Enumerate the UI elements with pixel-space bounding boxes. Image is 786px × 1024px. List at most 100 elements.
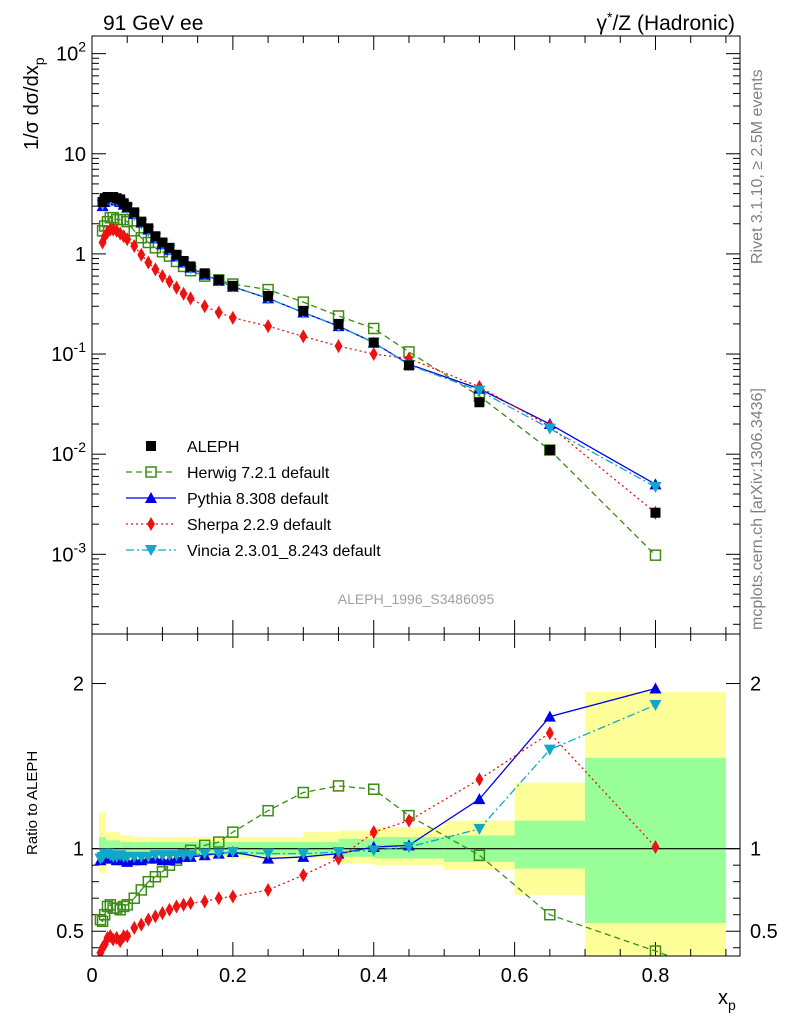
ratio-point bbox=[367, 845, 380, 857]
ratio-ytick-label-left: 0.5 bbox=[56, 921, 84, 943]
ratio-ytick-label-right: 2 bbox=[750, 674, 761, 696]
main-point bbox=[137, 247, 146, 262]
main-point bbox=[122, 201, 133, 212]
main-point bbox=[164, 242, 175, 253]
main-point bbox=[186, 291, 195, 306]
legend-label: Herwig 7.2.1 default bbox=[187, 465, 330, 482]
ratio-panel: 0.5 0.5 1 1 2 2 0 0.2 0.4 0.6 0.8 Ratio to ALEPH x… bbox=[24, 633, 778, 1013]
main-line bbox=[101, 198, 656, 488]
ratio-point bbox=[228, 889, 237, 904]
ratio-point bbox=[299, 868, 308, 883]
ratio-point bbox=[544, 908, 556, 921]
legend-marker bbox=[146, 441, 156, 451]
main-ytick-label: 10 bbox=[64, 144, 86, 166]
ratio-series-layer bbox=[94, 682, 671, 956]
ratio-xtick-label: 0.4 bbox=[360, 965, 388, 987]
main-ytick-label: 1 bbox=[75, 244, 86, 266]
ratio-point bbox=[123, 929, 132, 944]
main-ytick-label: 10-3 bbox=[51, 539, 86, 566]
ratio-ytick-label-left: 2 bbox=[73, 674, 84, 696]
mcplots-label: mcplots.cern.ch [arXiv:1306.3436] bbox=[749, 388, 766, 630]
ratio-point bbox=[214, 891, 223, 906]
main-ytick-label: 10-2 bbox=[51, 439, 86, 466]
ratio-point bbox=[184, 850, 197, 862]
ratio-point bbox=[332, 780, 345, 792]
ratio-point bbox=[264, 882, 273, 897]
ratio-point bbox=[165, 902, 174, 917]
main-markers-pythia-8-308-default bbox=[96, 193, 662, 490]
main-ytick-labels: 10-3 10-2 10-1 1 10 102 bbox=[51, 39, 86, 567]
ratio-point bbox=[402, 842, 415, 854]
ratio-xtick-label: 0 bbox=[86, 965, 97, 987]
main-point bbox=[179, 286, 188, 301]
ratio-point bbox=[334, 851, 343, 866]
ratio-point bbox=[545, 726, 554, 741]
ratio-point bbox=[96, 915, 109, 928]
ratio-point bbox=[227, 826, 239, 838]
main-point bbox=[333, 318, 344, 329]
ratio-point bbox=[172, 899, 181, 914]
main-point bbox=[367, 322, 380, 335]
ratio-point bbox=[158, 906, 167, 921]
main-point bbox=[213, 274, 224, 285]
main-point bbox=[649, 482, 662, 494]
ratio-line bbox=[100, 704, 656, 860]
ratio-tick-labels: 0.5 0.5 1 1 2 2 0 0.2 0.4 0.6 0.8 bbox=[56, 674, 778, 987]
main-point bbox=[473, 385, 486, 397]
ratio-point bbox=[151, 909, 160, 924]
ratio-point bbox=[262, 804, 274, 817]
main-point bbox=[199, 268, 210, 279]
ratio-point bbox=[135, 884, 148, 896]
main-point bbox=[128, 225, 141, 237]
legend-marker bbox=[145, 545, 157, 556]
main-point bbox=[123, 232, 132, 247]
main-point bbox=[227, 280, 238, 291]
ratio-point bbox=[473, 793, 486, 805]
ratio-point bbox=[144, 912, 153, 927]
main-point bbox=[650, 507, 661, 518]
main-point bbox=[299, 329, 308, 344]
uncertainty-bands bbox=[92, 691, 740, 956]
main-point bbox=[543, 423, 556, 435]
ratio-point bbox=[198, 848, 211, 860]
main-point bbox=[165, 274, 174, 289]
main-point bbox=[158, 269, 167, 284]
main-point bbox=[136, 216, 147, 227]
ratio-point bbox=[137, 917, 146, 932]
main-point bbox=[150, 231, 161, 242]
ratio-ticks bbox=[91, 634, 740, 956]
legend-label: Pythia 8.308 default bbox=[187, 491, 329, 508]
ratio-point bbox=[213, 836, 225, 848]
ratio-point bbox=[200, 894, 209, 909]
ratio-point bbox=[473, 823, 486, 835]
main-markers-sherpa-2-2-9-default bbox=[98, 222, 660, 520]
ratio-point bbox=[473, 849, 486, 862]
main-ticks bbox=[91, 36, 740, 634]
main-point bbox=[178, 255, 189, 266]
ratio-xtick-label: 0.8 bbox=[642, 965, 670, 987]
ratio-series-vincia-2-3-01-8-243-default bbox=[94, 700, 662, 865]
ratio-xtick-label: 0.6 bbox=[501, 965, 529, 987]
main-line bbox=[101, 198, 656, 485]
main-point bbox=[130, 238, 139, 253]
process-label: γ*/Z (Hadronic) bbox=[597, 9, 735, 35]
main-ylabel: 1/σ dσ/dxp bbox=[21, 57, 47, 150]
band-inner bbox=[514, 820, 586, 869]
main-ytick-label: 10-1 bbox=[51, 339, 86, 366]
ratio-point bbox=[649, 682, 662, 694]
ratio-point bbox=[212, 848, 225, 860]
main-point bbox=[151, 262, 160, 277]
ratio-point bbox=[121, 899, 133, 911]
ratio-point bbox=[649, 945, 662, 956]
main-series-layer bbox=[96, 192, 662, 561]
main-point bbox=[228, 310, 237, 325]
main-point bbox=[200, 299, 209, 314]
ratio-frame bbox=[91, 633, 741, 957]
legend-marker bbox=[145, 466, 157, 478]
ratio-point bbox=[128, 892, 141, 904]
main-point bbox=[368, 337, 379, 348]
main-point bbox=[474, 397, 485, 408]
main-point bbox=[263, 290, 274, 301]
main-point bbox=[264, 319, 273, 334]
legend-marker bbox=[147, 517, 155, 531]
